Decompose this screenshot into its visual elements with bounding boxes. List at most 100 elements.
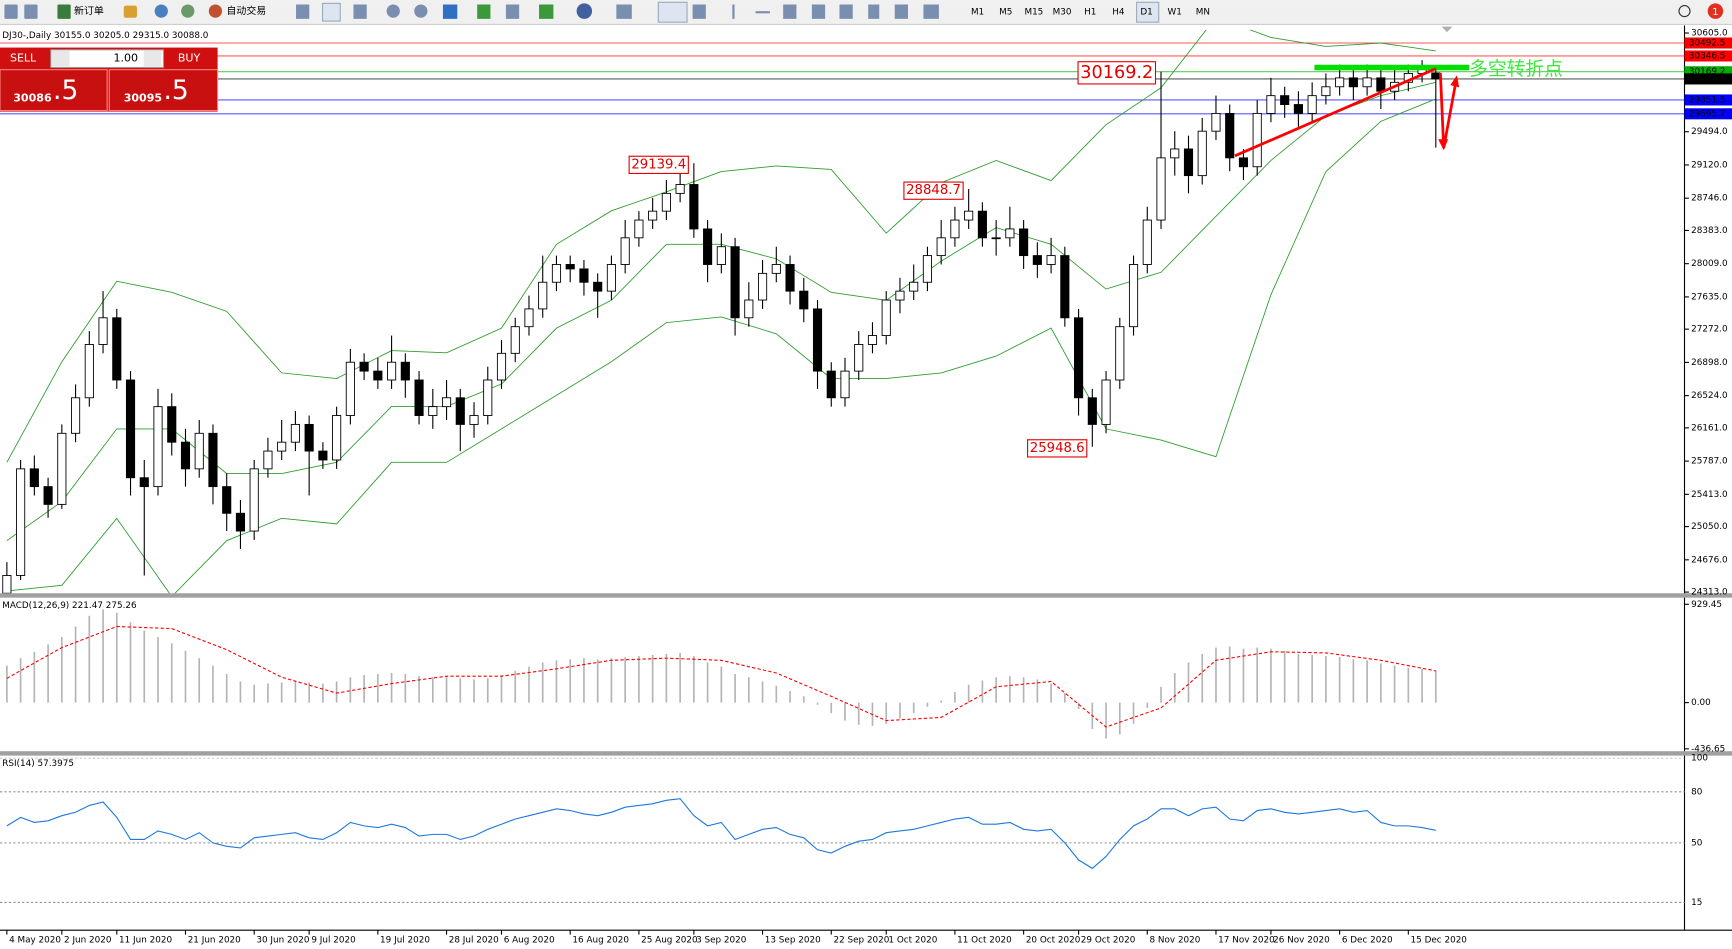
timeframe-button[interactable]: M5 — [999, 8, 1012, 18]
sell-label[interactable]: SELL — [10, 52, 37, 65]
timeframe-button[interactable]: H4 — [1112, 8, 1125, 18]
macd-bar — [1352, 659, 1355, 703]
timeframe-button[interactable]: H1 — [1084, 8, 1096, 18]
macd-bar — [473, 679, 475, 703]
new-order-icon[interactable] — [57, 4, 71, 19]
icon[interactable] — [576, 3, 593, 19]
lot-down[interactable] — [51, 50, 70, 67]
icon[interactable] — [811, 4, 826, 19]
buy-price[interactable]: 30095 — [124, 91, 162, 104]
cursor-icon[interactable] — [657, 1, 688, 23]
buy-button[interactable] — [108, 69, 219, 112]
notification-badge[interactable] — [1707, 3, 1724, 19]
auto-trading-button[interactable]: 自动交易 — [226, 4, 266, 17]
candle-body — [1280, 95, 1290, 105]
level-box — [1684, 108, 1732, 120]
macd-bar — [1283, 650, 1286, 703]
icon[interactable] — [4, 4, 18, 19]
candle-body — [71, 397, 81, 434]
time-tick-label: 6 Dec 2020 — [1342, 936, 1393, 946]
candle-body — [936, 237, 946, 257]
icon[interactable] — [442, 4, 458, 19]
icon[interactable] — [386, 4, 400, 18]
candle-body — [606, 264, 616, 292]
icon[interactable] — [868, 4, 880, 19]
candle-body — [950, 219, 960, 239]
icon[interactable] — [839, 4, 853, 19]
icon[interactable] — [783, 4, 797, 19]
icon[interactable] — [755, 11, 770, 14]
lot-up[interactable] — [143, 50, 162, 67]
macd-bar — [1201, 653, 1204, 703]
price-tick-label: 26161.0 — [1691, 423, 1728, 433]
level-label: 30346.5 — [1689, 51, 1726, 61]
icon[interactable] — [539, 4, 554, 19]
macd-bar — [212, 665, 214, 703]
macd-bar — [1338, 657, 1341, 703]
candle-body — [496, 352, 507, 381]
candle-body — [1046, 255, 1056, 265]
timeframe-button[interactable]: W1 — [1168, 8, 1182, 18]
price-annotation: 29139.4 — [631, 157, 686, 172]
macd-signal — [6, 625, 1436, 728]
icon[interactable] — [414, 4, 428, 18]
icon[interactable] — [505, 4, 520, 19]
candle-body — [812, 308, 823, 372]
sell-pip[interactable]: .5 — [53, 75, 78, 106]
turning-point-note: 多空转折点 — [1469, 58, 1563, 80]
candle-body — [263, 450, 273, 470]
annotation-box — [1027, 439, 1088, 458]
macd-bar — [1380, 663, 1382, 703]
candle-body — [43, 486, 53, 505]
icon[interactable] — [477, 4, 491, 19]
sell-price[interactable]: 30086 — [13, 91, 52, 104]
icon[interactable] — [24, 4, 38, 19]
timeframe-button[interactable]: MN — [1196, 8, 1210, 18]
icon[interactable] — [154, 4, 168, 18]
macd-bar — [102, 609, 104, 703]
macd-bar — [349, 677, 352, 703]
timeframe-button[interactable]: M15 — [1024, 8, 1043, 18]
icon[interactable] — [692, 4, 706, 19]
icon[interactable] — [353, 4, 367, 19]
candle-body — [840, 370, 850, 399]
macd-bar — [926, 702, 929, 707]
auto-trading-icon[interactable] — [208, 4, 223, 18]
timeframe-button[interactable]: D1 — [1140, 8, 1152, 18]
buy-pip[interactable]: .5 — [163, 75, 188, 106]
icon[interactable] — [732, 4, 735, 19]
time-tick-label: 9 Jul 2020 — [311, 936, 356, 946]
buy-label[interactable]: BUY — [178, 52, 201, 65]
candle-body — [867, 335, 878, 345]
icon[interactable] — [296, 4, 310, 19]
rsi-label: RSI(14) 57.3975 — [2, 759, 74, 769]
macd-bar — [981, 680, 984, 703]
timeframe-button[interactable]: M1 — [971, 8, 984, 18]
icon[interactable] — [181, 4, 195, 18]
price-tick-label: 27635.0 — [1691, 292, 1728, 302]
icon[interactable] — [321, 2, 341, 22]
icon[interactable] — [123, 5, 137, 18]
icon[interactable] — [923, 4, 939, 19]
macd-bar — [1077, 702, 1080, 709]
price-tick-label: 30605.0 — [1691, 29, 1728, 39]
sell-button[interactable] — [0, 69, 108, 112]
price-tick-label: 29120.0 — [1691, 160, 1728, 170]
new-order-button[interactable]: 新订单 — [74, 4, 104, 17]
candle-body — [1032, 255, 1042, 265]
level-label: 30088.0 — [1689, 74, 1726, 84]
lot-value[interactable]: 1.00 — [114, 52, 139, 65]
candle-body — [318, 450, 328, 461]
macd-bar — [294, 681, 297, 703]
rsi-tick-label: 15 — [1691, 898, 1702, 908]
macd-bar — [775, 685, 778, 703]
icon[interactable] — [616, 4, 632, 19]
icon[interactable] — [894, 4, 908, 19]
candle-body — [290, 423, 300, 443]
search-icon[interactable] — [1678, 5, 1691, 18]
time-tick-label: 25 Aug 2020 — [641, 936, 698, 946]
one-click-trading — [0, 47, 219, 112]
lot-input[interactable] — [50, 49, 165, 69]
panel-separator — [0, 593, 1732, 598]
timeframe-button[interactable]: M30 — [1053, 8, 1072, 18]
